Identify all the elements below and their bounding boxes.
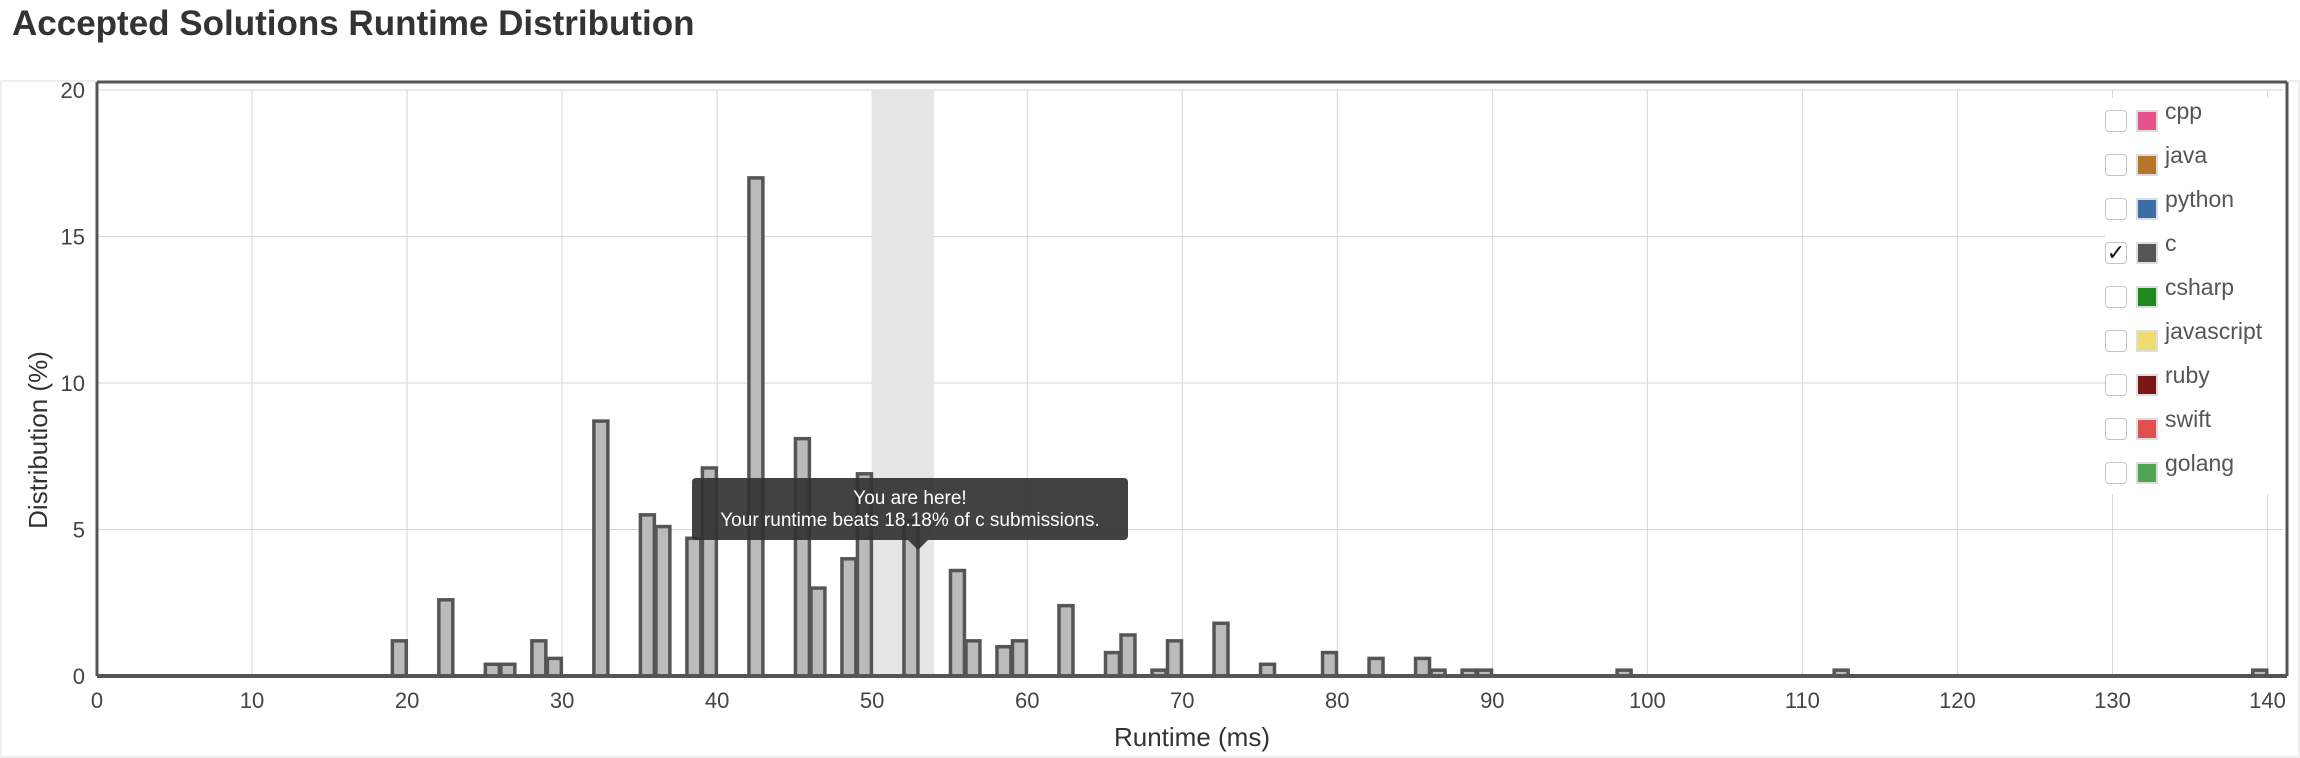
legend-item-c[interactable]: ✓ c: [2105, 230, 2285, 274]
java-checkbox[interactable]: [2105, 154, 2127, 176]
golang-checkbox[interactable]: [2105, 462, 2127, 484]
cpp-color-swatch: [2136, 110, 2158, 132]
bar[interactable]: [1165, 639, 1184, 678]
bar[interactable]: [545, 656, 564, 678]
bar[interactable]: [1010, 639, 1029, 678]
x-tick-label: 0: [91, 688, 103, 713]
legend-label-java: java: [2165, 142, 2208, 168]
x-tick-label: 120: [1939, 688, 1976, 713]
x-tick-label: 100: [1629, 688, 1666, 713]
bar[interactable]: [592, 419, 610, 678]
legend-item-java[interactable]: java: [2105, 142, 2285, 186]
y-axis-title: Distribution (%): [23, 351, 53, 529]
bar[interactable]: [964, 639, 982, 678]
legend-item-swift[interactable]: swift: [2105, 406, 2285, 450]
legend-item-csharp[interactable]: csharp: [2105, 274, 2285, 318]
bar[interactable]: [638, 513, 657, 678]
bar[interactable]: [685, 536, 703, 678]
x-tick-label: 10: [240, 688, 264, 713]
ruby-checkbox[interactable]: [2105, 374, 2127, 396]
c-color-swatch: [2136, 242, 2158, 264]
x-tick-label: 90: [1480, 688, 1504, 713]
bar[interactable]: [437, 598, 455, 678]
bar[interactable]: [840, 557, 858, 678]
x-axis-title: Runtime (ms): [1114, 722, 1270, 752]
legend-label-ruby: ruby: [2165, 362, 2210, 388]
bar[interactable]: [390, 639, 409, 678]
bar[interactable]: [995, 644, 1013, 678]
legend-label-javascript: javascript: [2165, 318, 2263, 344]
javascript-checkbox[interactable]: [2105, 330, 2127, 352]
x-tick-label: 60: [1015, 688, 1039, 713]
bar[interactable]: [747, 176, 765, 678]
bar[interactable]: [1413, 656, 1432, 678]
y-tick-label: 15: [61, 225, 85, 250]
legend-item-ruby[interactable]: ruby: [2105, 362, 2285, 406]
y-tick-label: 0: [73, 664, 85, 689]
bar[interactable]: [948, 568, 967, 678]
bar[interactable]: [1367, 656, 1385, 678]
legend-label-cpp: cpp: [2165, 98, 2203, 124]
bar[interactable]: [1103, 650, 1122, 678]
c-checkbox[interactable]: ✓: [2105, 240, 2127, 265]
runtime-distribution-chart: 0 10 20 30 40 50 60 70 80 90 100 110 120 130 140 0 5 10 15…: [0, 60, 2300, 758]
javascript-color-swatch: [2136, 330, 2158, 352]
x-tick-label: 20: [395, 688, 419, 713]
legend-label-swift: swift: [2165, 406, 2211, 432]
python-checkbox[interactable]: [2105, 198, 2127, 220]
swift-color-swatch: [2136, 418, 2158, 440]
bar[interactable]: [1057, 603, 1075, 678]
bar[interactable]: [654, 524, 672, 678]
golang-color-swatch: [2136, 462, 2158, 484]
tooltip-pointer: [908, 540, 928, 550]
y-tick-label: 10: [61, 371, 85, 396]
x-tick-label: 110: [1785, 688, 1820, 713]
cpp-checkbox[interactable]: [2105, 110, 2127, 132]
python-color-swatch: [2136, 198, 2158, 220]
plot-frame: [0, 80, 2300, 758]
csharp-checkbox[interactable]: [2105, 286, 2127, 308]
ruby-color-swatch: [2136, 374, 2158, 396]
runtime-tooltip: You are here! Your runtime beats 18.18% …: [692, 478, 1128, 550]
x-tick-label: 130: [2094, 688, 2131, 713]
legend-label-python: python: [2165, 186, 2235, 212]
bar[interactable]: [1212, 621, 1230, 678]
y-tick-label: 5: [73, 518, 85, 543]
y-tick-label: 20: [61, 78, 85, 103]
legend-item-python[interactable]: python: [2105, 186, 2285, 230]
bar[interactable]: [809, 586, 827, 678]
tooltip-message: Your runtime beats 18.18% of c submissio…: [720, 510, 1100, 531]
x-tick-label: 40: [705, 688, 729, 713]
java-color-swatch: [2136, 154, 2158, 176]
csharp-color-swatch: [2136, 286, 2158, 308]
bar[interactable]: [1320, 650, 1339, 678]
x-tick-label: 50: [860, 688, 884, 713]
x-tick-label: 140: [2249, 688, 2286, 713]
legend-item-cpp[interactable]: cpp: [2105, 98, 2285, 142]
legend-label-csharp: csharp: [2165, 274, 2235, 300]
legend-item-golang[interactable]: golang: [2105, 450, 2285, 494]
x-tick-label: 70: [1170, 688, 1194, 713]
legend-label-golang: golang: [2165, 450, 2235, 476]
legend-label-c: c: [2165, 230, 2177, 256]
chart-svg: 0 10 20 30 40 50 60 70 80 90 100 110 120 130 140 0 5 10 15…: [0, 78, 2300, 758]
swift-checkbox[interactable]: [2105, 418, 2127, 440]
bar[interactable]: [530, 639, 548, 678]
bar[interactable]: [1119, 633, 1137, 678]
language-legend: cpp java python ✓ c csharp javascript: [2105, 98, 2285, 494]
tooltip-title: You are here!: [853, 488, 967, 509]
x-tick-label: 30: [550, 688, 574, 713]
bar[interactable]: [793, 436, 812, 678]
x-tick-label: 80: [1325, 688, 1349, 713]
page-title: Accepted Solutions Runtime Distribution: [12, 4, 695, 43]
legend-item-javascript[interactable]: javascript: [2105, 318, 2285, 362]
